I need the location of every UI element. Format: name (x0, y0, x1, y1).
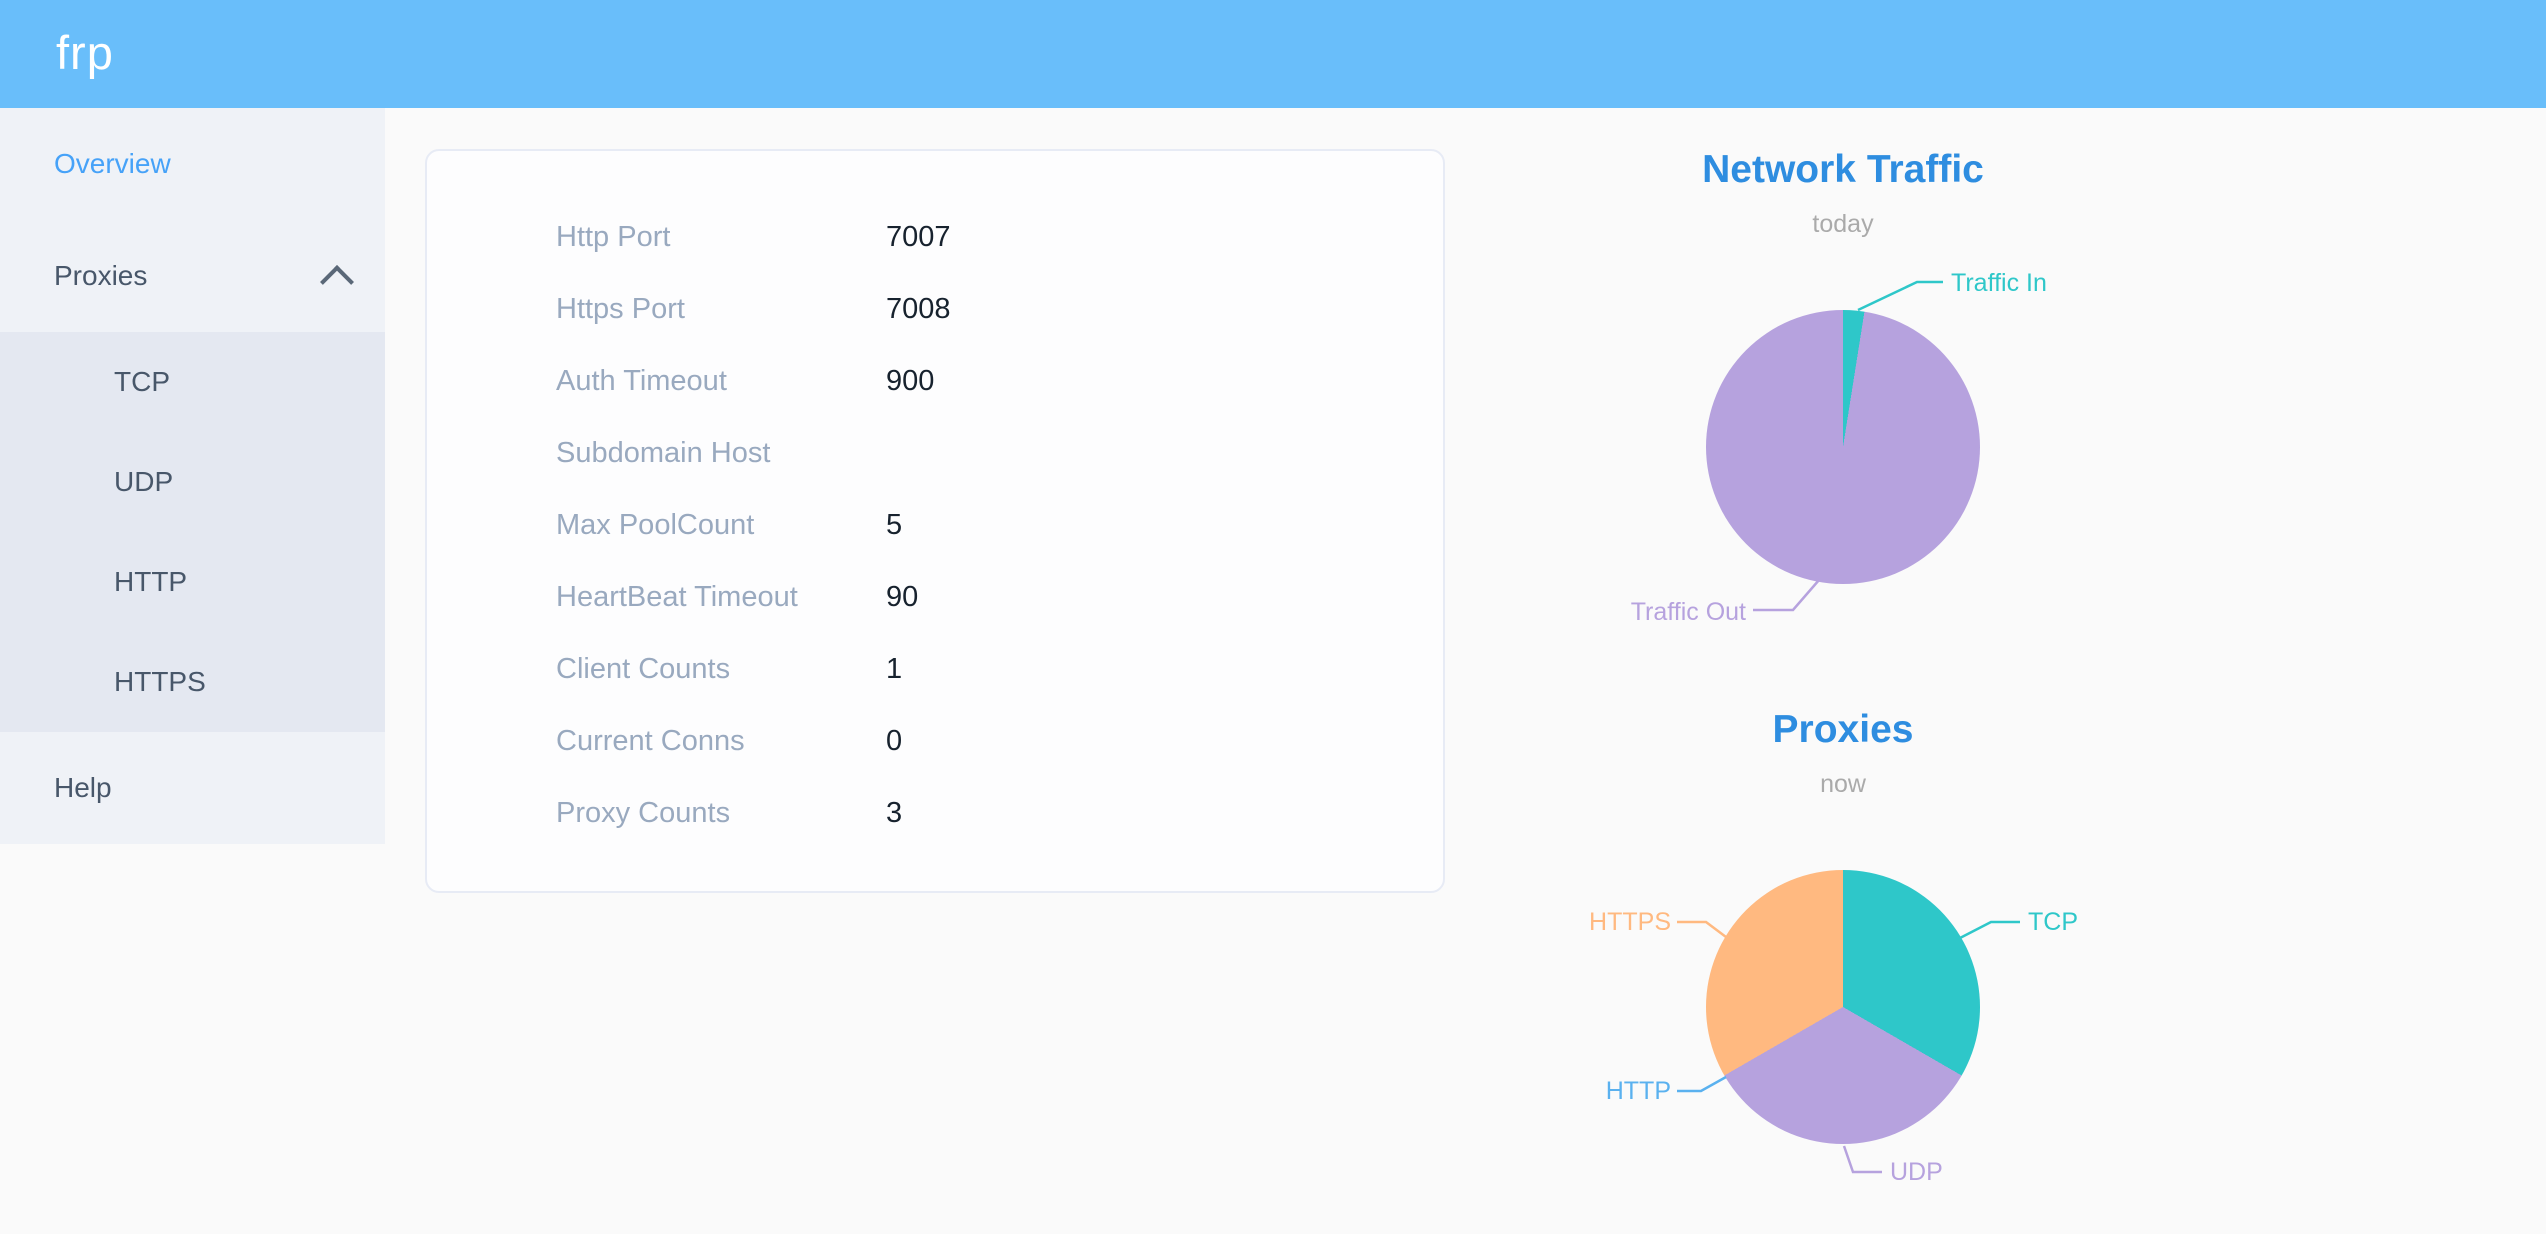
network-traffic-title: Network Traffic (1702, 148, 1984, 191)
chevron-up-icon (320, 265, 354, 299)
network-traffic-chart: Network Traffic today Traffic In Traffic… (1443, 140, 2243, 660)
proxies-submenu: TCP UDP HTTP HTTPS (0, 332, 385, 732)
info-value: 90 (886, 580, 919, 613)
info-value: 900 (886, 364, 935, 397)
info-value: 1 (886, 652, 903, 685)
pie-label-traffic-out: Traffic Out (1630, 598, 1746, 626)
network-traffic-pie[interactable] (1706, 310, 1980, 584)
sidebar-item-proxies-label: Proxies (54, 260, 148, 291)
info-value: 5 (886, 508, 903, 541)
pie-label-https: HTTPS (1589, 908, 1671, 936)
sidebar-item-udp[interactable]: UDP (0, 432, 385, 532)
proxies-leader-lines (1677, 920, 2020, 1174)
info-row-current-conns: Current Conns 0 (427, 705, 1443, 777)
network-traffic-subtitle: today (1812, 210, 1874, 238)
proxies-chart: Proxies now TCP HTTPS HTTP UDP (1443, 700, 2243, 1234)
sidebar-item-udp-label: UDP (114, 466, 174, 497)
info-row-https-port: Https Port 7008 (427, 273, 1443, 345)
frp-logo: frp (56, 26, 114, 79)
pie-label-http: HTTP (1605, 1077, 1671, 1105)
proxies-pie[interactable] (1706, 870, 1980, 1144)
info-label: Http Port (556, 220, 671, 253)
proxies-subtitle: now (1820, 770, 1866, 798)
info-label: Subdomain Host (556, 436, 771, 469)
info-label: HeartBeat Timeout (556, 580, 798, 613)
pie-label-tcp: TCP (2028, 908, 2078, 936)
info-row-auth-timeout: Auth Timeout 900 (427, 345, 1443, 417)
sidebar-item-https[interactable]: HTTPS (0, 632, 385, 732)
sidebar-item-proxies[interactable]: Proxies (0, 220, 385, 332)
app-header: frp (0, 0, 2546, 108)
pie-label-traffic-in: Traffic In (1951, 269, 2047, 297)
info-label: Auth Timeout (556, 364, 727, 397)
info-value: 0 (886, 724, 903, 757)
info-row-proxy-counts: Proxy Counts 3 (427, 777, 1443, 849)
info-row-max-poolcount: Max PoolCount 5 (427, 489, 1443, 561)
sidebar-item-tcp-label: TCP (114, 366, 170, 397)
sidebar-item-http[interactable]: HTTP (0, 532, 385, 632)
info-label: Client Counts (556, 652, 731, 685)
server-info-card: Http Port 7007 Https Port 7008 Auth Time… (425, 149, 1445, 893)
sidebar-item-overview-label: Overview (54, 148, 171, 179)
sidebar: Overview Proxies TCP UDP HTTP HTTPS Help (0, 108, 385, 844)
sidebar-item-https-label: HTTPS (114, 666, 206, 697)
sidebar-item-tcp[interactable]: TCP (0, 332, 385, 432)
network-traffic-leader-lines (1753, 280, 1943, 612)
info-label: Https Port (556, 292, 685, 325)
info-label: Proxy Counts (556, 796, 731, 829)
proxies-title: Proxies (1772, 708, 1914, 751)
info-row-client-counts: Client Counts 1 (427, 633, 1443, 705)
sidebar-item-help[interactable]: Help (0, 732, 385, 844)
info-value: 7007 (886, 220, 951, 253)
info-value: 3 (886, 796, 903, 829)
info-row-subdomain-host: Subdomain Host (427, 417, 1443, 489)
sidebar-item-help-label: Help (54, 772, 112, 803)
info-row-heartbeat-timeout: HeartBeat Timeout 90 (427, 561, 1443, 633)
info-row-http-port: Http Port 7007 (427, 201, 1443, 273)
info-value: 7008 (886, 292, 951, 325)
sidebar-item-http-label: HTTP (114, 566, 188, 597)
pie-label-udp: UDP (1890, 1158, 1943, 1186)
info-label: Max PoolCount (556, 508, 755, 541)
info-label: Current Conns (556, 724, 745, 757)
sidebar-item-overview[interactable]: Overview (0, 108, 385, 220)
